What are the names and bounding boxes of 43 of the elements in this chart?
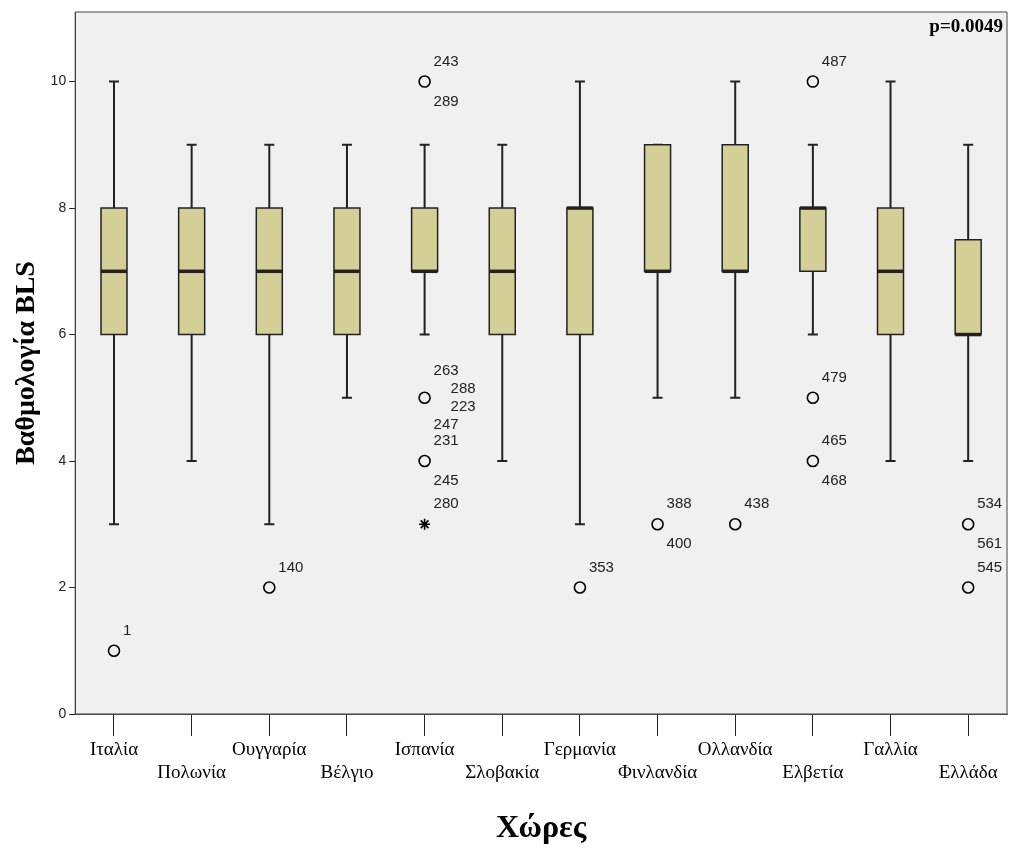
x-tick-label: Φινλανδία [617, 761, 698, 783]
annotation: 247 [433, 414, 459, 432]
annotation: 280 [433, 494, 459, 512]
x-tick-label: Ελλάδα [938, 761, 998, 783]
y-tick-label: 8 [58, 198, 67, 215]
annotation: 1 [123, 620, 132, 638]
annotation: 223 [450, 396, 476, 414]
y-tick-label: 10 [50, 72, 67, 89]
y-axis-title: Βαθμολογία BLS [9, 261, 41, 465]
x-tick-label: Ισπανία [394, 738, 455, 760]
x-tick-label: Ολλανδία [697, 738, 773, 760]
annotation: 479 [821, 367, 847, 385]
x-tick-label: Ιταλία [89, 738, 139, 760]
x-tick-label: Πολωνία [157, 761, 226, 783]
x-tick-label: Ελβετία [782, 761, 844, 783]
annotation: 243 [433, 51, 459, 69]
annotation: 353 [588, 557, 614, 575]
x-tick-label: Γερμανία [543, 738, 617, 760]
x-tick-label: Σλοβακία [465, 761, 540, 783]
x-tick-label: Ουγγαρία [232, 738, 307, 760]
annotation: 400 [666, 534, 692, 552]
annotation: 561 [977, 534, 1003, 552]
annotation: 140 [278, 557, 304, 575]
annotation: 289 [433, 91, 459, 109]
y-tick-label: 0 [58, 704, 67, 721]
annotation: 534 [977, 494, 1003, 512]
y-tick-label: 4 [58, 451, 67, 468]
y-tick-label: 6 [58, 325, 67, 342]
annotation: 468 [821, 471, 847, 489]
annotation: 438 [744, 494, 770, 512]
annotation: 263 [433, 360, 459, 378]
annotation: 487 [821, 51, 847, 69]
annotation: 388 [666, 494, 692, 512]
x-tick-label: Βέλγιο [320, 761, 374, 783]
annotation: 465 [821, 431, 847, 449]
y-tick-label: 2 [58, 578, 67, 595]
annotation: 245 [433, 471, 459, 489]
x-axis-title: Χώρες [495, 808, 587, 845]
annotation: 545 [977, 557, 1003, 575]
annotation: 288 [450, 378, 476, 396]
x-tick-label: Γαλλία [863, 738, 918, 760]
annotation: p=0.0049 [929, 15, 1003, 37]
annotation: 231 [433, 431, 459, 449]
